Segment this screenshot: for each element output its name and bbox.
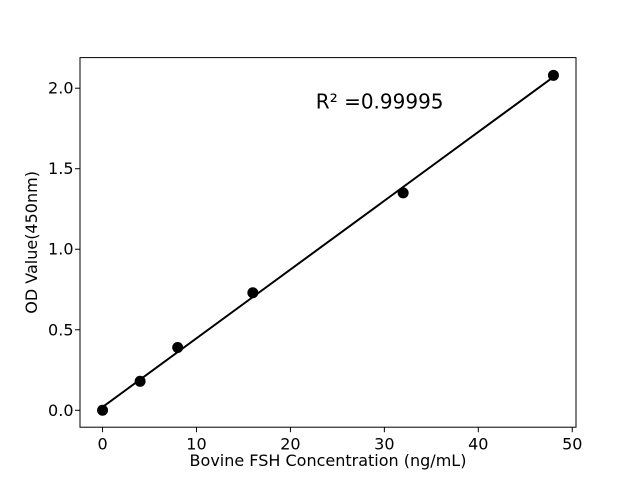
r-squared-annotation: R² =0.99995 [316,89,444,113]
data-point [397,187,409,199]
x-tick-label: 30 [374,435,394,454]
x-tick-label: 40 [468,435,488,454]
data-point [172,341,184,353]
data-point [247,287,259,299]
data-point [134,375,146,387]
y-axis-label: OD Value(450nm) [22,171,41,314]
x-tick-label: 20 [280,435,300,454]
x-tick-label: 10 [186,435,206,454]
x-tick-label: 50 [562,435,582,454]
x-tick-label: 0 [97,435,107,454]
data-point [97,404,109,416]
axes-frame [79,57,577,428]
y-tick-label: 1.0 [48,240,73,259]
y-tick-label: 0.5 [48,320,73,339]
y-tick-label: 1.5 [48,159,73,178]
data-point [547,69,559,81]
x-axis-label: Bovine FSH Concentration (ng/mL) [190,451,467,470]
y-tick-label: 2.0 [48,79,73,98]
y-tick-label: 0.0 [48,401,73,420]
